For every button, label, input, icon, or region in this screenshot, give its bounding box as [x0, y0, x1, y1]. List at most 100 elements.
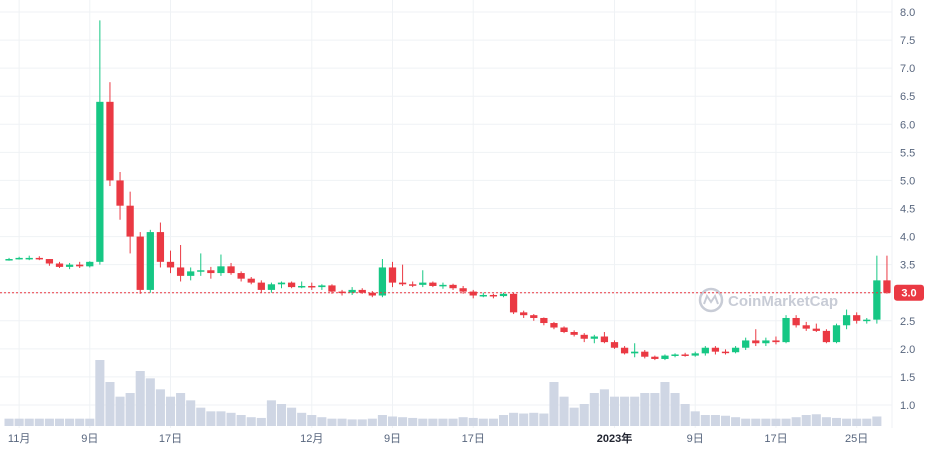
volume-bar: [680, 404, 690, 426]
coinmarketcap-logo-icon: [698, 287, 724, 313]
volume-bar: [287, 407, 297, 426]
y-tick-label: 1.0: [900, 400, 915, 412]
candle-body: [76, 264, 84, 267]
candle-body: [590, 336, 598, 339]
candle-body: [429, 282, 437, 286]
candle-body: [691, 353, 699, 356]
candle-body: [731, 347, 740, 353]
current-price-tag-bg: [894, 284, 924, 301]
candle-body: [671, 354, 679, 356]
volume-bar: [801, 415, 811, 426]
y-axis: 8.0 7.5 7.0 6.5 6.0 5.5 5.0 4.5 4.0 3.5 3.0 2.5 2.0 1…: [891, 0, 915, 428]
volume-bar: [54, 418, 65, 426]
candle-body: [338, 291, 346, 294]
candle-body: [348, 289, 356, 293]
candle-body: [661, 355, 669, 359]
volume-bar: [256, 417, 266, 426]
y-tick-label: 7.5: [900, 35, 915, 47]
volume-bar: [165, 396, 176, 426]
volume-bar: [155, 389, 165, 426]
candle-body: [398, 282, 407, 285]
candle-body: [358, 289, 366, 293]
volume-bar: [408, 417, 418, 426]
volume-bar: [670, 393, 680, 426]
volume-bar: [75, 418, 85, 426]
volume-bar: [751, 418, 761, 426]
volume-bar: [347, 419, 357, 426]
candle-body: [86, 261, 94, 267]
volume-bar: [145, 378, 155, 426]
volume-bar: [620, 396, 630, 426]
candle-body: [378, 267, 387, 296]
candle-body: [106, 101, 114, 181]
candle-body: [721, 351, 730, 354]
candle-body: [742, 340, 750, 348]
volume-bar: [842, 418, 852, 426]
current-price-tag: 3.0: [894, 284, 924, 301]
candle-body: [883, 280, 891, 293]
volume-bar: [418, 418, 428, 426]
volume-bar: [821, 417, 831, 426]
volume-bar: [862, 418, 872, 426]
volume-bar: [297, 412, 307, 426]
candle-body: [873, 280, 881, 320]
volume-bar: [448, 418, 458, 426]
candle-body: [409, 284, 417, 286]
volume-bar: [246, 417, 256, 426]
x-tick-label: 9日: [687, 433, 704, 445]
volume-bar: [14, 418, 24, 426]
volume-bar: [549, 382, 559, 426]
candle-body: [65, 264, 74, 267]
candle-body: [237, 273, 245, 279]
volume-bar: [236, 415, 246, 426]
volume-bar: [115, 396, 125, 426]
volume-bar: [720, 415, 731, 426]
volume-bar: [24, 418, 34, 426]
volume-bar: [599, 389, 609, 426]
volume-bar: [771, 418, 781, 426]
candle-body: [277, 282, 286, 285]
candle-body: [388, 267, 397, 283]
grid-lines: [0, 0, 892, 428]
volume-bar: [186, 400, 196, 426]
volume-bar: [589, 393, 599, 426]
candle-body: [368, 292, 376, 296]
candle-body: [469, 291, 477, 296]
x-tick-label: 12月: [300, 433, 323, 445]
y-tick-label: 7.0: [900, 63, 915, 75]
candle-body: [701, 347, 709, 354]
volume-bar: [438, 418, 448, 426]
volume-bar: [872, 416, 882, 426]
x-tick-label: 9日: [384, 433, 401, 445]
volume-bar: [488, 418, 498, 426]
candle-body: [318, 285, 326, 288]
candle-body: [156, 232, 165, 262]
volume-bar: [559, 396, 569, 426]
candle-body: [792, 317, 800, 326]
volume-bar: [428, 418, 438, 426]
x-tick-label: 9日: [81, 433, 98, 445]
volume-bar: [791, 417, 801, 426]
candle-body: [55, 263, 64, 267]
candle-body: [620, 347, 629, 354]
watermark: CoinMarketCap: [698, 287, 838, 313]
volume-bar: [741, 418, 751, 426]
volume-bar: [85, 418, 95, 426]
candle-body: [489, 294, 498, 297]
volume-bar: [44, 418, 54, 426]
volume-bar: [690, 411, 700, 426]
volume-bar: [398, 417, 408, 426]
volume-bar: [65, 418, 75, 426]
y-tick-label: 1.5: [900, 372, 915, 384]
x-tick-label: 2023年: [597, 431, 632, 445]
candle-body: [641, 351, 649, 357]
volume-bar: [539, 413, 549, 426]
candle-body: [419, 282, 427, 285]
y-tick-label: 4.0: [900, 232, 915, 244]
volume-bar: [125, 393, 135, 426]
candle-body: [267, 284, 276, 290]
candle-body: [227, 266, 235, 274]
volume-bar: [761, 418, 771, 426]
